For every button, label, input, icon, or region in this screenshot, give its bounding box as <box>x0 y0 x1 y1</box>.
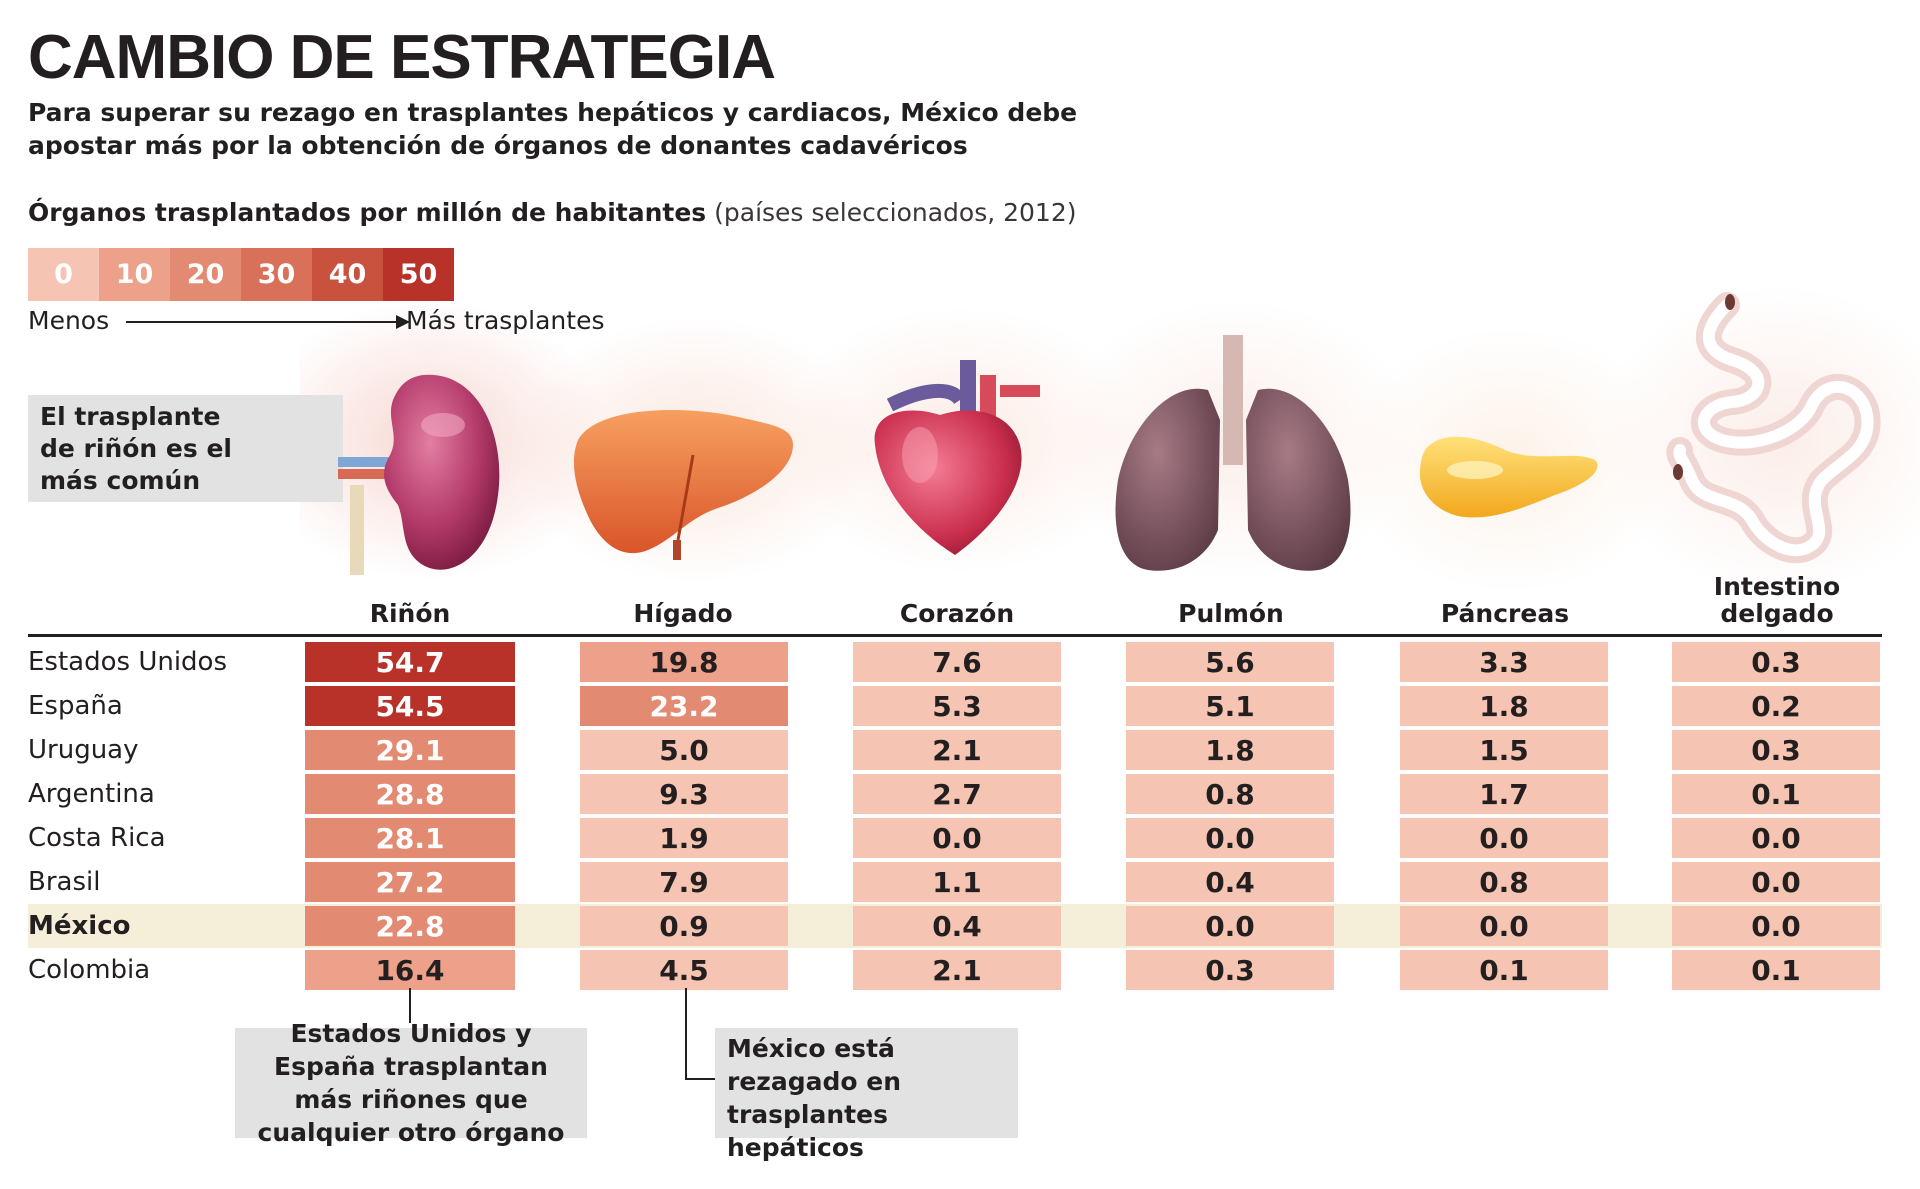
table-cell: 4.5 <box>580 950 788 990</box>
row-label: Costa Rica <box>28 823 166 853</box>
legend-more-label: Más trasplantes <box>406 306 605 335</box>
chart-title-note: (países seleccionados, 2012) <box>714 198 1077 227</box>
kidney-icon <box>338 374 500 575</box>
table-cell: 0.8 <box>1126 774 1334 814</box>
table-cell: 0.3 <box>1126 950 1334 990</box>
legend-less-label: Menos <box>28 306 110 335</box>
legend-step: 0 <box>28 248 99 301</box>
legend-step: 40 <box>312 248 383 301</box>
table-cell: 0.0 <box>1126 818 1334 858</box>
table-cell: 0.1 <box>1672 774 1880 814</box>
color-scale-legend: 0 10 20 30 40 50 <box>28 248 454 301</box>
pancreas-icon <box>1420 436 1598 518</box>
row-label: Uruguay <box>28 735 139 765</box>
table-cell: 1.8 <box>1400 686 1608 726</box>
table-cell: 7.9 <box>580 862 788 902</box>
table-cell: 0.8 <box>1400 862 1608 902</box>
page-subtitle: Para superar su rezago en trasplantes he… <box>28 98 1078 160</box>
table-cell: 29.1 <box>305 730 515 770</box>
table-cell: 2.7 <box>853 774 1061 814</box>
table-cell: 1.8 <box>1126 730 1334 770</box>
table-cell: 0.3 <box>1672 730 1880 770</box>
column-header-kidney: Riñón <box>369 599 451 628</box>
chart-heading: Órganos trasplantados por millón de habi… <box>28 198 1077 227</box>
row-label: Estados Unidos <box>28 647 228 677</box>
table-cell: 0.0 <box>1672 862 1880 902</box>
callout-mexico-liver: México está rezagado en trasplantes hepá… <box>715 1028 1018 1162</box>
row-label: Brasil <box>28 867 101 897</box>
table-cell: 0.1 <box>1400 950 1608 990</box>
column-header-liver: Hígado <box>633 599 733 628</box>
column-header-pancreas: Páncreas <box>1440 599 1570 628</box>
table-cell: 1.1 <box>853 862 1061 902</box>
table-cell: 0.9 <box>580 906 788 946</box>
table-cell: 1.5 <box>1400 730 1608 770</box>
table-cell: 5.0 <box>580 730 788 770</box>
table-cell: 27.2 <box>305 862 515 902</box>
table-cell: 28.1 <box>305 818 515 858</box>
legend-step: 20 <box>170 248 241 301</box>
background-glow <box>300 250 1920 670</box>
table-cell: 0.2 <box>1672 686 1880 726</box>
table-cell: 0.0 <box>853 818 1061 858</box>
column-header-heart: Corazón <box>899 599 1015 628</box>
page-title: CAMBIO DE ESTRATEGIA <box>28 23 776 92</box>
row-label: México <box>28 911 131 941</box>
table-cell: 5.3 <box>853 686 1061 726</box>
table-cell: 0.4 <box>853 906 1061 946</box>
intestine-icon <box>1666 292 1881 564</box>
table-cell: 0.4 <box>1126 862 1334 902</box>
table-cell: 1.9 <box>580 818 788 858</box>
column-header-lung: Pulmón <box>1178 599 1284 628</box>
table-cell: 54.5 <box>305 686 515 726</box>
column-header-intestine: Intestino delgado <box>1713 572 1841 628</box>
row-label: Colombia <box>28 955 151 985</box>
table-top-rule <box>28 634 1882 637</box>
highlight-row-band <box>28 904 1882 948</box>
liver-icon <box>573 410 793 560</box>
table-cell: 23.2 <box>580 686 788 726</box>
table-cell: 0.0 <box>1672 818 1880 858</box>
table-cell: 2.1 <box>853 950 1061 990</box>
table-cell: 22.8 <box>305 906 515 946</box>
leader-line-kidney <box>409 988 411 1023</box>
row-label: Argentina <box>28 779 155 809</box>
table-cell: 5.1 <box>1126 686 1334 726</box>
lungs-icon <box>1115 335 1351 571</box>
leader-line-liver-horizontal <box>685 1078 715 1080</box>
legend-arrow <box>126 315 410 329</box>
table-cell: 0.1 <box>1672 950 1880 990</box>
table-cell: 0.0 <box>1672 906 1880 946</box>
chart-title: Órganos trasplantados por millón de habi… <box>28 198 707 227</box>
table-cell: 0.0 <box>1400 818 1608 858</box>
leader-line-liver <box>685 988 687 1080</box>
table-cell: 0.0 <box>1126 906 1334 946</box>
table-cell: 0.0 <box>1400 906 1608 946</box>
table-cell: 16.4 <box>305 950 515 990</box>
table-cell: 28.8 <box>305 774 515 814</box>
legend-step: 10 <box>99 248 170 301</box>
table-cell: 1.7 <box>1400 774 1608 814</box>
table-cell: 2.1 <box>853 730 1061 770</box>
legend-step: 50 <box>383 248 454 301</box>
heart-icon <box>874 360 1040 555</box>
table-cell: 9.3 <box>580 774 788 814</box>
callout-kidney-most-common: El trasplante de riñón es el más común <box>28 395 343 502</box>
callout-us-spain-kidney: Estados Unidos y España trasplantan más … <box>235 1019 587 1147</box>
legend-step: 30 <box>241 248 312 301</box>
row-label: España <box>28 691 123 721</box>
